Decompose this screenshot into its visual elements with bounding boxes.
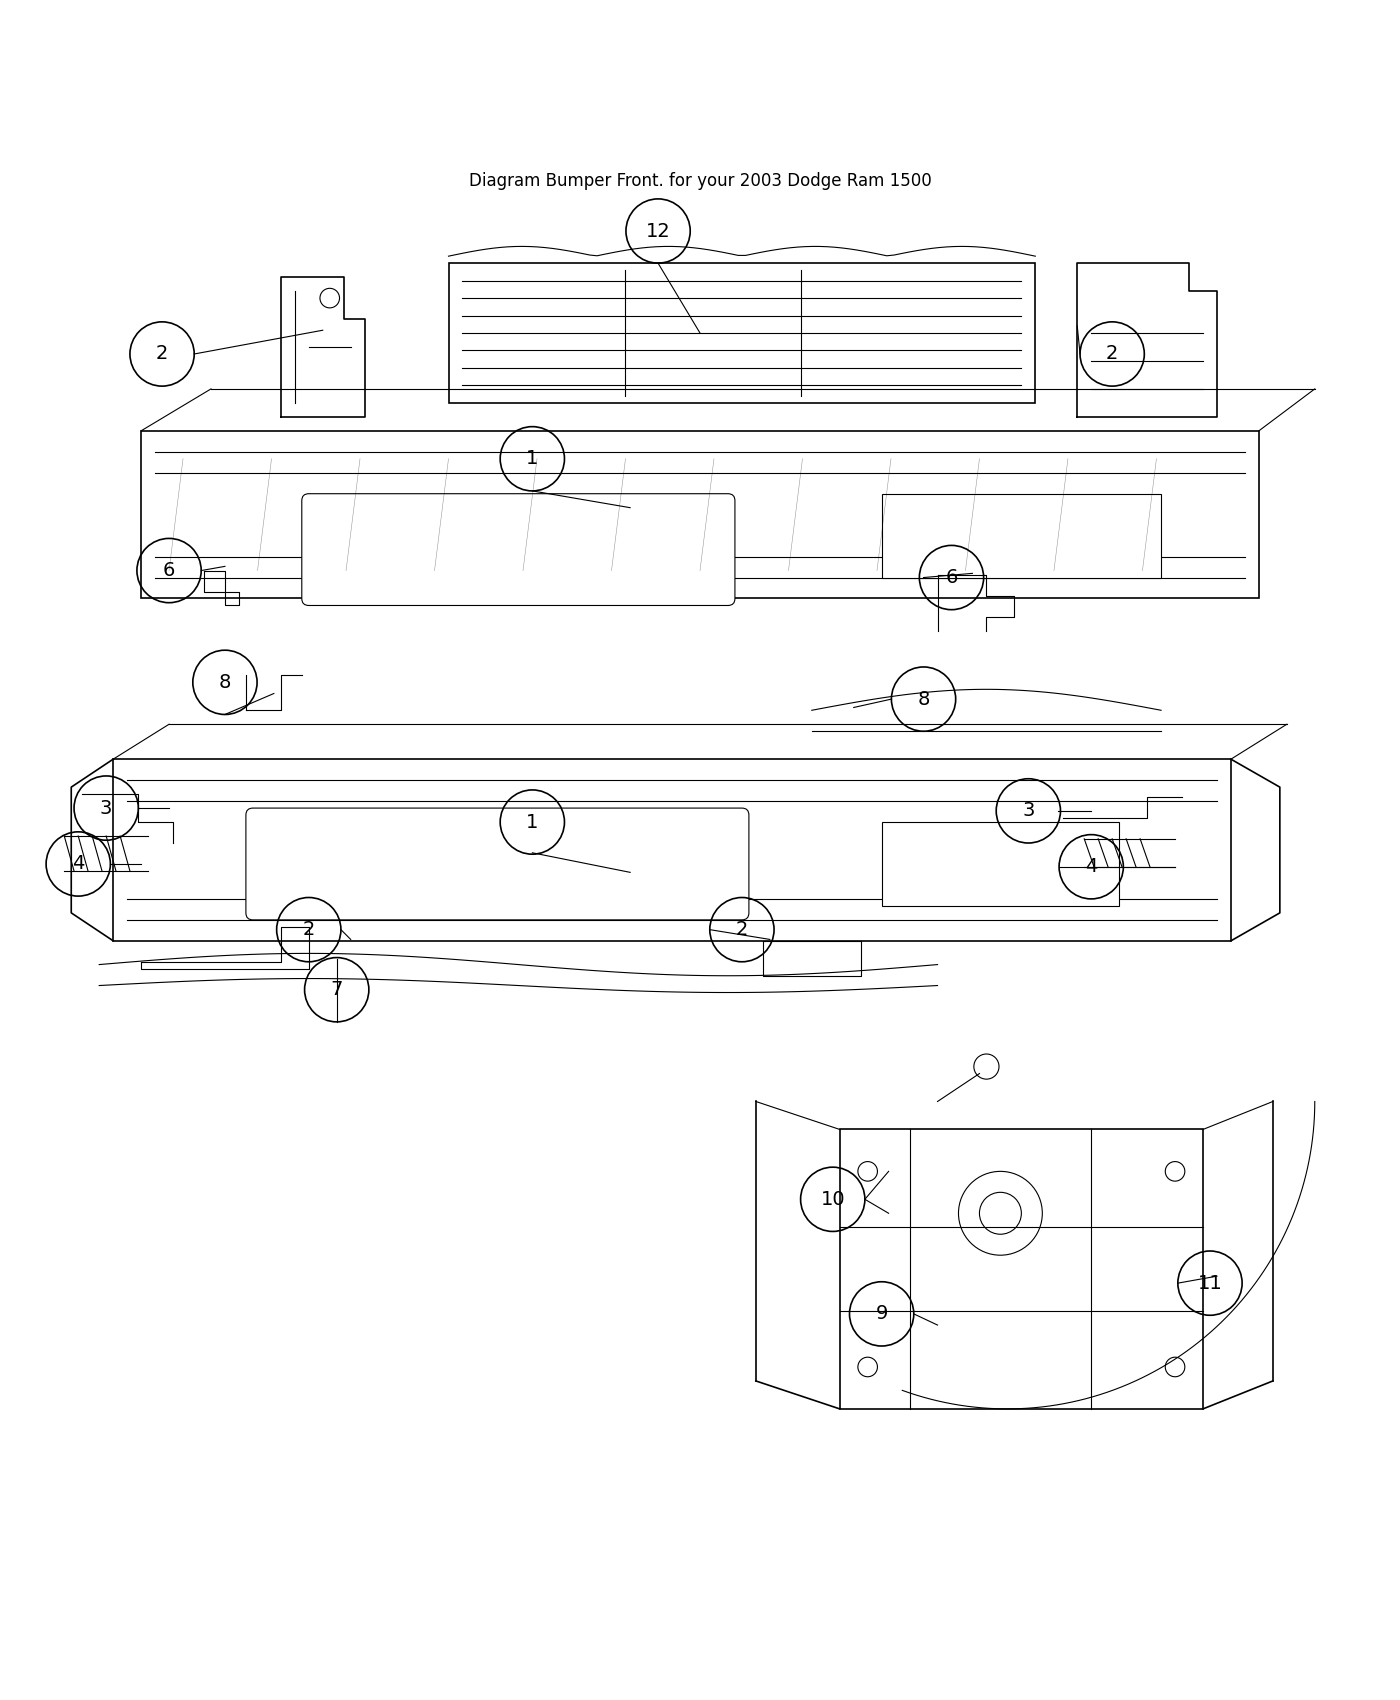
Text: 8: 8 (218, 673, 231, 692)
Text: 2: 2 (1106, 345, 1119, 364)
FancyBboxPatch shape (840, 1129, 1203, 1409)
Text: 4: 4 (71, 855, 84, 874)
Text: 6: 6 (945, 568, 958, 586)
FancyBboxPatch shape (448, 264, 1036, 403)
Text: 3: 3 (99, 799, 112, 818)
Text: 1: 1 (526, 449, 539, 468)
Text: 11: 11 (1197, 1273, 1222, 1292)
Text: 2: 2 (736, 920, 748, 938)
Text: 1: 1 (526, 813, 539, 831)
Text: 6: 6 (162, 561, 175, 580)
FancyBboxPatch shape (882, 493, 1161, 578)
FancyBboxPatch shape (302, 493, 735, 605)
Text: 12: 12 (645, 221, 671, 240)
Text: 10: 10 (820, 1190, 846, 1209)
Text: Diagram Bumper Front. for your 2003 Dodge Ram 1500: Diagram Bumper Front. for your 2003 Dodg… (469, 172, 931, 190)
Text: 2: 2 (155, 345, 168, 364)
Text: 4: 4 (1085, 857, 1098, 876)
Text: 2: 2 (302, 920, 315, 938)
FancyBboxPatch shape (113, 760, 1231, 940)
Text: 9: 9 (875, 1304, 888, 1323)
FancyBboxPatch shape (246, 808, 749, 920)
Text: 3: 3 (1022, 801, 1035, 821)
Text: 7: 7 (330, 981, 343, 1000)
Text: 8: 8 (917, 690, 930, 709)
FancyBboxPatch shape (141, 430, 1259, 598)
FancyBboxPatch shape (882, 823, 1119, 906)
